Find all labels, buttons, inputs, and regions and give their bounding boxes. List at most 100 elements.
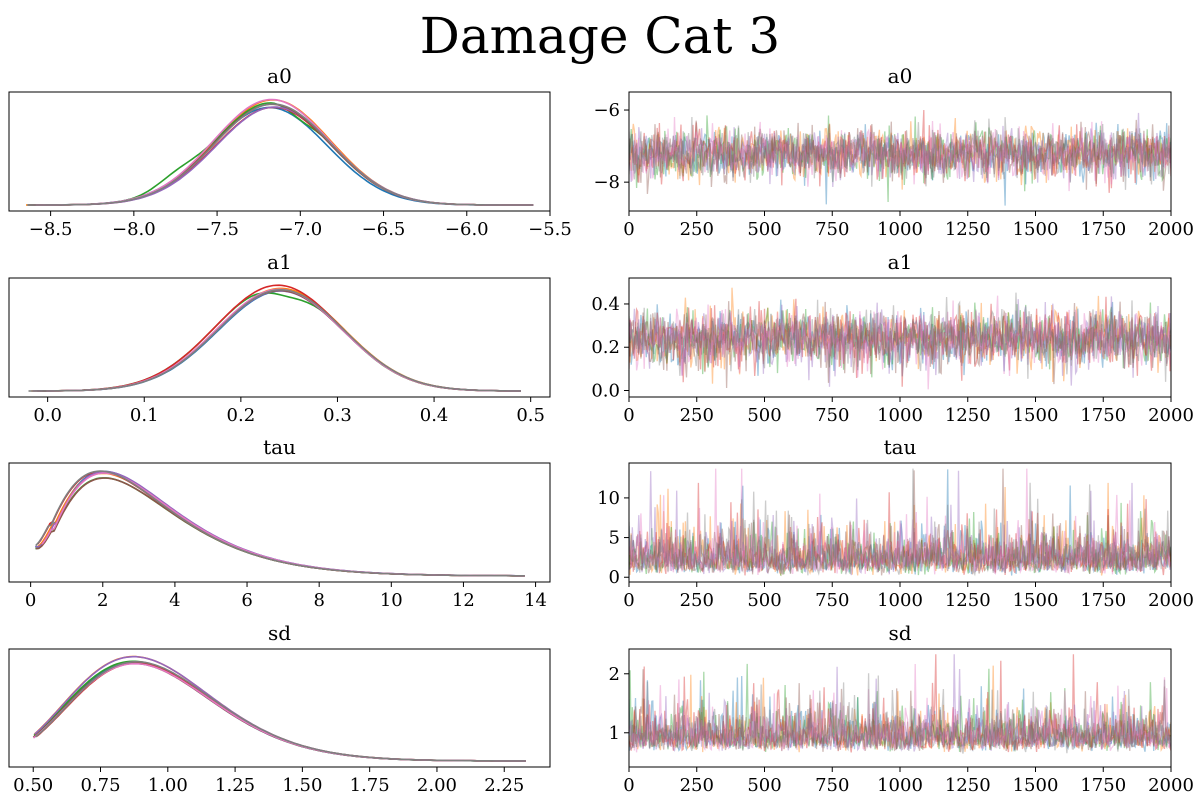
panel-title: a1 [267,250,292,274]
figure-title: Damage Cat 3 [419,7,781,65]
kde-line-chain-6 [32,662,526,762]
x-tick-label: 1000 [877,775,923,796]
trace-line-chain-5 [629,468,1171,576]
panel-title: sd [268,621,291,645]
x-tick-label: 1500 [1013,590,1059,611]
x-tick-label: −7.0 [278,219,322,240]
x-tick-label: 1750 [1080,405,1126,426]
trace-line-chain-0 [629,122,1171,206]
x-tick-label: 1750 [1080,590,1126,611]
kde-line-chain-4 [34,655,526,762]
x-tick-label: 500 [747,219,781,240]
x-tick-label: 0.5 [516,405,545,426]
trace-line-chain-1 [629,287,1171,384]
panel-title: tau [884,435,917,459]
x-tick-label: −6.0 [445,219,489,240]
kde-line-chain-2 [33,660,526,762]
trace-line-chain-6 [629,468,1171,576]
trace-line-chain-7 [629,468,1171,577]
trace-line-chain-0 [629,299,1171,377]
x-tick-label: 1250 [945,590,991,611]
trace-line-chain-2 [629,302,1171,378]
kde-line-chain-3 [37,284,521,392]
y-tick-label: −6 [593,100,620,121]
kde-line-chain-0 [35,661,526,762]
x-tick-label: 1000 [877,219,923,240]
y-tick-label: 1 [609,723,620,744]
trace-line-chain-3 [629,482,1171,576]
trace-line-chain-6 [629,295,1171,390]
x-tick-label: 250 [680,219,714,240]
x-tick-label: 500 [747,775,781,796]
trace-line-chain-3 [629,654,1171,753]
x-tick-label: 2000 [1148,219,1194,240]
x-tick-label: 0 [25,590,36,611]
x-tick-label: −5.5 [528,219,572,240]
trace-line-chain-5 [629,119,1171,194]
plot-area [32,655,526,762]
x-tick-label: 2000 [1148,775,1194,796]
kde-line-chain-5 [42,289,521,392]
y-tick-label: 5 [609,528,620,549]
kde-line-chain-2 [40,291,521,392]
trace-line-chain-4 [629,296,1171,387]
x-tick-label: 14 [524,590,547,611]
kde-line-chain-3 [36,662,526,762]
x-tick-label: 2.25 [484,775,524,796]
x-tick-label: 750 [815,590,849,611]
plot-area [629,287,1171,390]
x-tick-label: 8 [313,590,324,611]
kde-line-chain-1 [31,287,521,392]
x-tick-label: 12 [452,590,475,611]
kde-line-chain-0 [75,290,521,392]
x-tick-label: 1250 [945,775,991,796]
x-tick-label: 500 [747,405,781,426]
trace-line-chain-2 [629,115,1171,203]
x-tick-label: 1000 [877,405,923,426]
trace-line-chain-6 [629,663,1171,753]
trace-line-chain-4 [629,654,1171,752]
panel-title: tau [263,435,296,459]
plot-area [26,98,534,206]
kde-line-chain-5 [28,103,534,206]
y-tick-label: 0 [609,567,620,588]
kde-line-chain-6 [46,288,521,392]
plot-area [35,470,525,577]
plot-area [629,654,1171,754]
trace-line-chain-5 [629,301,1171,389]
axes-frame [8,648,551,768]
x-tick-label: 0.2 [227,405,256,426]
panel-sd-trace: sd 1 2 0 250 500 750 1000 1250 1500 1750 2000 [609,621,1194,796]
x-tick-label: 2 [97,590,108,611]
x-tick-label: −7.5 [195,219,239,240]
y-tick-label: 0.0 [591,381,620,402]
trace-line-chain-1 [629,117,1171,190]
x-tick-label: 0.3 [323,405,352,426]
trace-line-chain-5 [629,669,1171,753]
kde-line-chain-5 [32,662,526,762]
axes-frame [8,462,551,583]
panel-tau-kde: tau 0 2 4 6 8 10 12 14 [8,435,551,611]
kde-line-chain-4 [32,290,521,392]
trace-line-chain-1 [629,665,1171,753]
kde-line-chain-6 [35,98,534,206]
kde-line-chain-2 [27,102,534,206]
x-tick-label: 750 [815,219,849,240]
trace-line-chain-2 [629,502,1171,576]
x-tick-label: 1000 [877,590,923,611]
kde-line-chain-0 [31,106,534,206]
x-tick-label: 750 [815,405,849,426]
x-tick-label: 1750 [1080,219,1126,240]
trace-line-chain-7 [629,673,1171,754]
trace-line-chain-7 [629,292,1171,382]
panel-sd-kde: sd 0.50 0.75 1.00 1.25 1.50 1.75 2.00 2.25 [8,621,551,796]
trace-line-chain-3 [629,296,1171,387]
kde-line-chain-7 [27,103,534,206]
y-tick-label: 10 [597,488,620,509]
panel-a1-kde: a1 0.0 0.1 0.2 0.3 0.4 0.5 [8,250,551,426]
kde-line-chain-7 [28,288,521,392]
panel-title: a1 [888,250,913,274]
trace-line-chain-4 [629,112,1171,188]
plot-area [629,109,1171,206]
x-tick-label: 0.0 [33,405,62,426]
